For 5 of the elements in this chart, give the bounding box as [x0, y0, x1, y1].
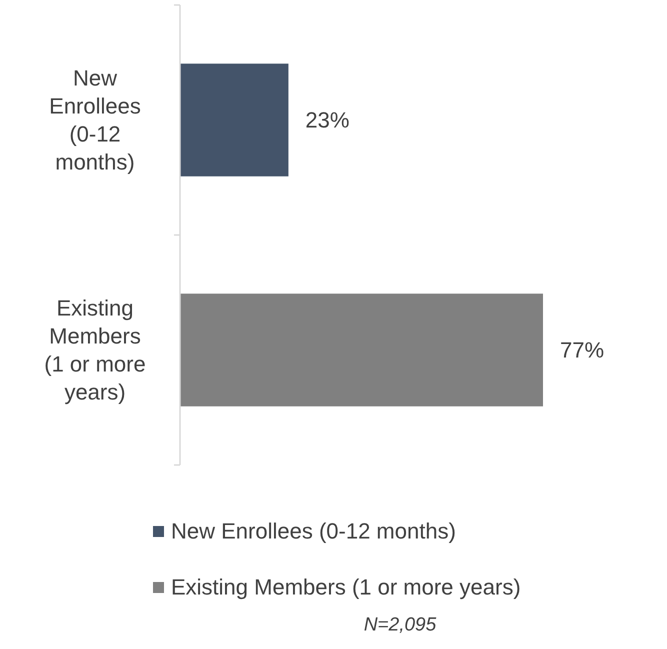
legend-label: Existing Members (1 or more years) — [171, 574, 521, 600]
data-label: 77% — [560, 338, 604, 363]
legend-label: New Enrollees (0-12 months) — [171, 518, 456, 544]
data-label: 23% — [305, 108, 350, 133]
text: N=2,095 — [364, 614, 437, 636]
